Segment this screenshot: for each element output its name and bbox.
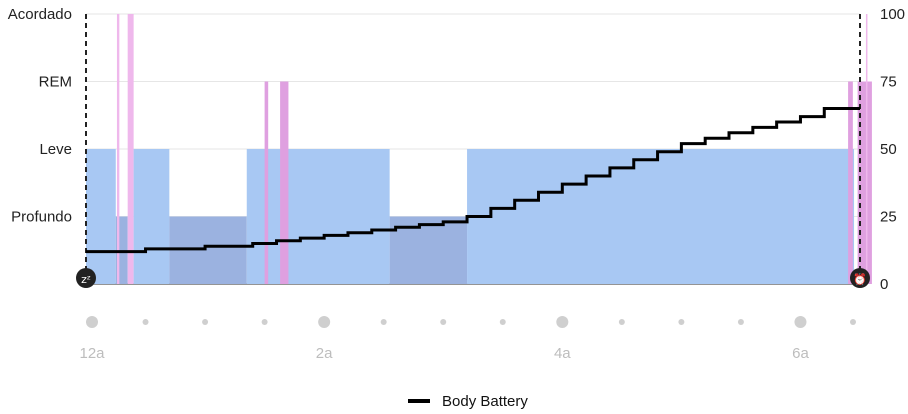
timeline-dot bbox=[794, 316, 807, 328]
time-label: 2a bbox=[316, 345, 333, 362]
timeline-dot bbox=[499, 319, 506, 325]
timeline-dot bbox=[618, 319, 625, 325]
body-battery-line bbox=[86, 107, 860, 254]
timeline-dots bbox=[86, 316, 856, 328]
stage-bar-rem bbox=[280, 81, 289, 284]
left-axis-label: Leve bbox=[39, 141, 72, 158]
legend-label: Body Battery bbox=[442, 392, 528, 410]
timeline-dot bbox=[261, 319, 268, 325]
right-axis-tick: 0 bbox=[880, 276, 888, 293]
time-label: 4a bbox=[554, 345, 571, 362]
wake-up-marker: ⏰ bbox=[850, 268, 870, 288]
time-labels: 12a 2a 4a 6a bbox=[79, 345, 809, 362]
marker-circle bbox=[76, 268, 96, 288]
timeline-dot bbox=[556, 316, 569, 328]
left-axis-label: Acordado bbox=[8, 6, 72, 23]
session-boundaries bbox=[85, 14, 861, 284]
sleep-start-marker: zᶻ bbox=[76, 268, 96, 288]
left-axis-label: REM bbox=[39, 74, 72, 91]
stage-bar-rem bbox=[848, 81, 853, 284]
time-label: 6a bbox=[792, 345, 809, 362]
right-axis-tick: 75 bbox=[880, 74, 897, 91]
stage-bar-rem bbox=[857, 81, 872, 284]
timeline-dot bbox=[678, 319, 685, 325]
stage-bar-leve bbox=[467, 149, 855, 284]
markers: zᶻ ⏰ bbox=[76, 268, 870, 288]
body-battery-swatch bbox=[408, 399, 430, 403]
marker-circle bbox=[850, 268, 870, 288]
sleep-start-icon: zᶻ bbox=[81, 273, 91, 286]
right-axis-tick: 25 bbox=[880, 209, 897, 226]
timeline-dot bbox=[850, 319, 856, 325]
stage-bar-leve bbox=[246, 149, 390, 284]
stage-bar-acordado bbox=[127, 14, 134, 284]
time-label: 12a bbox=[79, 345, 105, 362]
timeline-dot bbox=[142, 319, 149, 325]
body-battery-path bbox=[86, 107, 860, 254]
stage-bar-acordado bbox=[116, 14, 120, 284]
right-axis-tick: 100 bbox=[880, 6, 905, 23]
timeline-dot bbox=[202, 319, 209, 325]
legend: Body Battery bbox=[408, 390, 528, 412]
right-axis-tick: 50 bbox=[880, 141, 897, 158]
timeline-dot bbox=[737, 319, 744, 325]
timeline-dot bbox=[440, 319, 447, 325]
stage-bar-rem bbox=[264, 81, 269, 284]
left-axis-labels: Acordado REM Leve Profundo bbox=[8, 6, 72, 226]
stage-bar-leve bbox=[133, 149, 170, 284]
left-axis-label: Profundo bbox=[11, 209, 72, 226]
wake-up-icon: ⏰ bbox=[853, 272, 867, 286]
right-axis-labels: 100 75 50 25 0 bbox=[880, 6, 905, 293]
stage-bar-acordado bbox=[865, 14, 868, 284]
stage-bar-leve bbox=[86, 149, 116, 284]
timeline-dot bbox=[86, 316, 98, 328]
timeline-dot bbox=[318, 316, 331, 328]
timeline-dot bbox=[380, 319, 387, 325]
